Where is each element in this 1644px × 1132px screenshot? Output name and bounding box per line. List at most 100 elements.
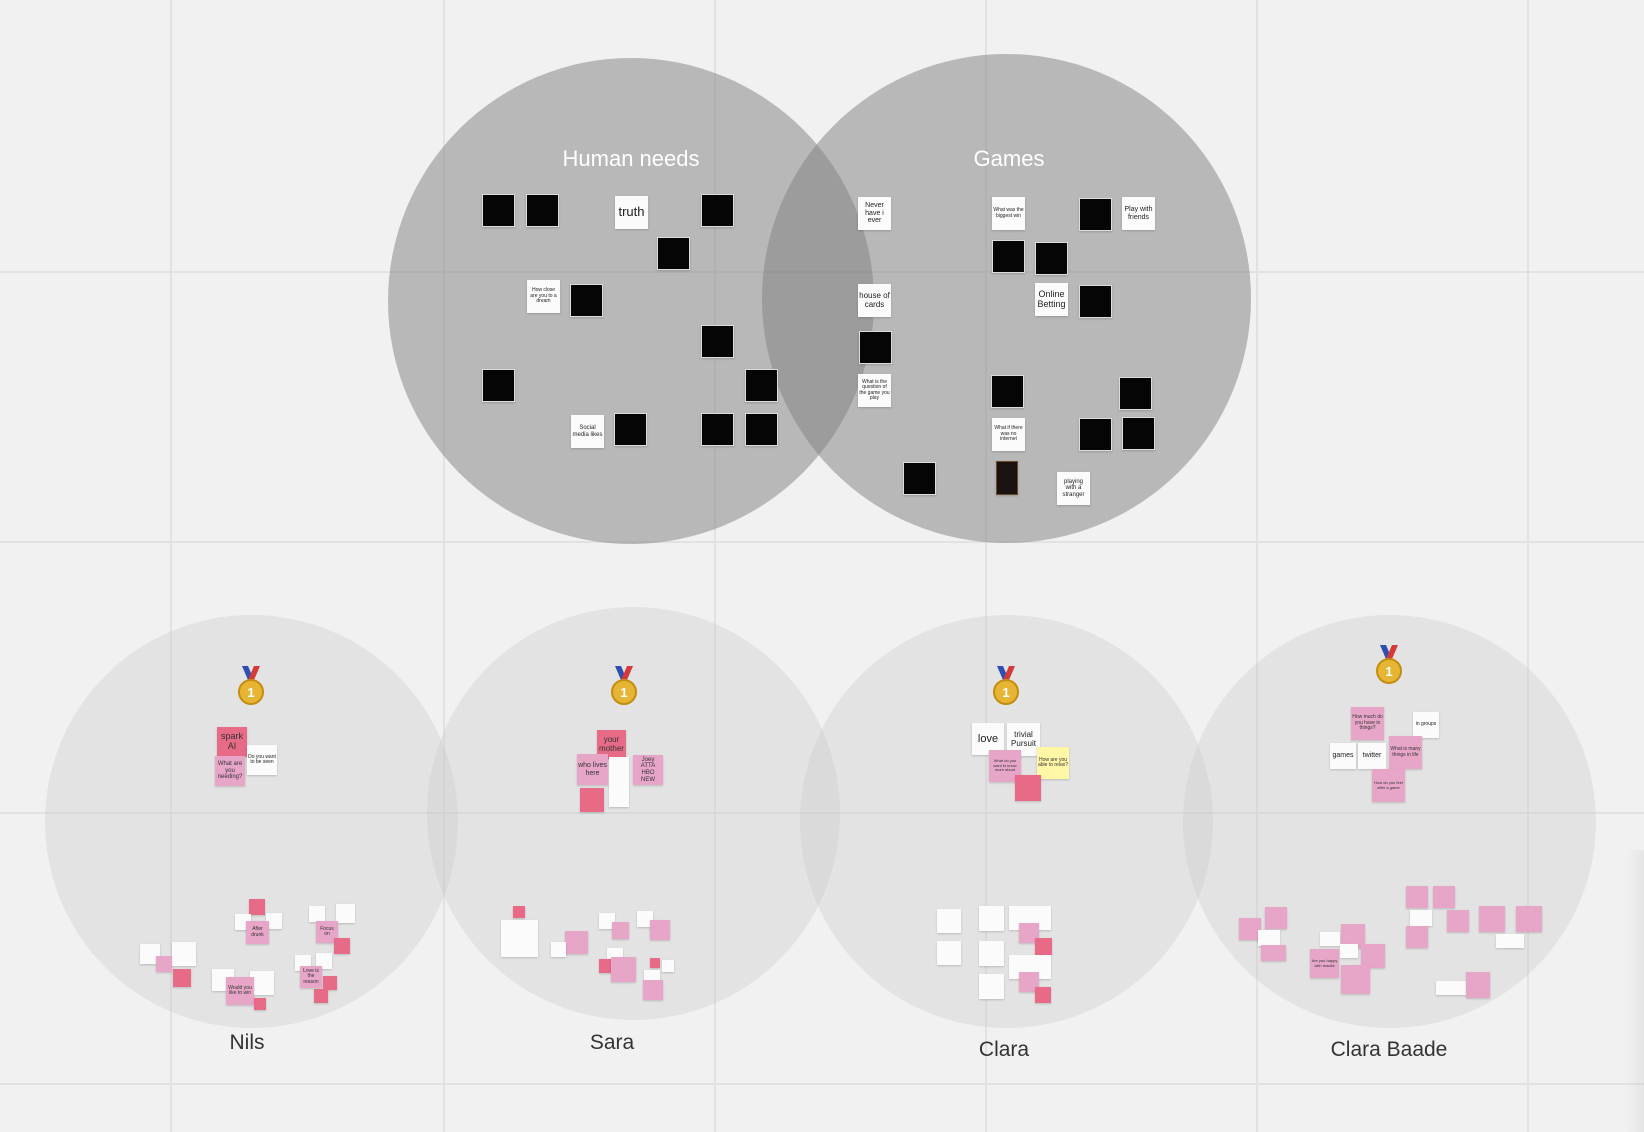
sticky-note-games[interactable]: games	[1330, 743, 1356, 769]
sticky-note[interactable]	[1019, 972, 1039, 992]
sticky-note[interactable]	[250, 971, 274, 995]
sticky-note[interactable]	[580, 788, 604, 812]
sticky-note[interactable]: How much do you have in things?	[1351, 707, 1384, 740]
sticky-note-black[interactable]	[657, 237, 690, 270]
sticky-note[interactable]: Are you happy with results	[1310, 949, 1339, 978]
sticky-note-black[interactable]	[991, 375, 1024, 408]
sticky-note[interactable]	[650, 920, 670, 940]
participant-circle-sara[interactable]	[427, 607, 840, 1020]
sticky-note[interactable]	[316, 953, 332, 969]
sticky-note[interactable]	[336, 904, 355, 923]
sticky-note[interactable]	[513, 906, 525, 918]
sticky-note[interactable]	[937, 909, 961, 933]
sticky-note[interactable]	[565, 931, 588, 954]
sticky-note[interactable]	[979, 906, 1004, 931]
sticky-note[interactable]	[937, 941, 961, 965]
sticky-note[interactable]	[323, 976, 337, 990]
sticky-note[interactable]	[1466, 972, 1490, 998]
sticky-note-playing-stranger[interactable]: playing with a stranger	[1057, 472, 1090, 505]
sticky-note-black[interactable]	[1035, 242, 1068, 275]
sticky-note-black[interactable]	[745, 369, 778, 402]
sticky-note[interactable]	[1035, 987, 1051, 1003]
sticky-note[interactable]	[1479, 906, 1505, 932]
sticky-note[interactable]	[609, 757, 629, 807]
sticky-note[interactable]	[1035, 938, 1052, 955]
sticky-note-online-betting[interactable]: Online Betting	[1035, 283, 1068, 316]
sticky-note[interactable]	[1340, 944, 1358, 958]
sticky-note[interactable]	[1436, 981, 1466, 995]
sticky-note[interactable]: After drunk	[246, 921, 269, 944]
sticky-note[interactable]	[156, 956, 172, 972]
sticky-note[interactable]	[650, 958, 660, 968]
sticky-note[interactable]: What is many things in life	[1389, 736, 1422, 769]
sticky-note[interactable]	[979, 941, 1004, 966]
sticky-note-question[interactable]: What is the question of the game you pla…	[858, 374, 891, 407]
sticky-note-never-have-i-ever[interactable]: Never have i ever	[858, 197, 891, 230]
sticky-note-black[interactable]	[701, 325, 734, 358]
sticky-note[interactable]	[254, 998, 266, 1010]
sticky-note-hbo[interactable]: Joey ATTA HBO NEW	[633, 755, 663, 785]
sticky-note[interactable]	[599, 913, 615, 929]
sticky-note[interactable]	[314, 989, 328, 1003]
sticky-note[interactable]	[599, 959, 613, 973]
sticky-note[interactable]	[979, 974, 1004, 999]
sticky-note[interactable]	[140, 944, 160, 964]
book-cover-image[interactable]	[996, 461, 1018, 495]
sticky-note[interactable]	[334, 938, 350, 954]
sticky-note[interactable]: Would you like to win	[226, 977, 254, 1005]
sticky-note-black[interactable]	[570, 284, 603, 317]
sticky-note[interactable]	[501, 920, 538, 957]
sticky-note-black[interactable]	[614, 413, 647, 446]
sticky-note[interactable]	[637, 911, 653, 927]
sticky-note[interactable]	[1341, 965, 1370, 994]
sticky-note-black[interactable]	[903, 462, 936, 495]
sticky-note-black[interactable]	[482, 369, 515, 402]
sticky-note-yellow[interactable]: How are you able to relax?	[1037, 747, 1069, 779]
sticky-note[interactable]: How do you feel after a game	[1372, 769, 1405, 802]
sticky-note-spark[interactable]: spark AI	[217, 727, 247, 757]
sticky-note[interactable]: Focus on	[316, 921, 338, 943]
sticky-note[interactable]	[611, 957, 636, 982]
sticky-note[interactable]: Love is the reason	[300, 966, 322, 988]
sticky-note[interactable]	[1320, 932, 1340, 946]
sticky-note-black[interactable]	[1122, 417, 1155, 450]
sticky-note-social[interactable]: Social media likes	[571, 415, 604, 448]
sticky-note-needing[interactable]: What are you needing?	[215, 756, 245, 786]
sticky-note[interactable]	[1447, 910, 1469, 932]
sticky-note[interactable]	[612, 922, 629, 939]
sticky-note[interactable]	[1496, 934, 1524, 948]
sticky-note-dream[interactable]: How close are you to a dream	[527, 280, 560, 313]
sticky-note-black[interactable]	[992, 240, 1025, 273]
sticky-note-black[interactable]	[482, 194, 515, 227]
sticky-note[interactable]	[643, 980, 663, 1000]
sticky-note-black[interactable]	[701, 413, 734, 446]
sticky-note[interactable]	[266, 913, 282, 929]
sticky-note-black[interactable]	[1079, 418, 1112, 451]
sticky-note[interactable]	[1019, 923, 1039, 943]
sticky-note[interactable]	[1433, 886, 1455, 908]
sticky-note[interactable]	[1361, 944, 1385, 968]
sticky-note[interactable]	[172, 942, 196, 966]
sticky-note[interactable]: Do you want to be seen	[247, 745, 277, 775]
sticky-note[interactable]	[551, 942, 566, 957]
sticky-note-house-of-cards[interactable]: house of cards	[858, 284, 891, 317]
sticky-note-black[interactable]	[701, 194, 734, 227]
sticky-note[interactable]	[1516, 906, 1542, 932]
sticky-note-black[interactable]	[526, 194, 559, 227]
sticky-note[interactable]	[309, 906, 325, 922]
sticky-note[interactable]	[249, 899, 265, 915]
sticky-note[interactable]	[1239, 918, 1261, 940]
sticky-note-play-with-friends[interactable]: Play with friends	[1122, 197, 1155, 230]
sticky-note-black[interactable]	[745, 413, 778, 446]
sticky-note[interactable]	[1406, 926, 1428, 948]
sticky-note-twitter[interactable]: twitter	[1358, 743, 1386, 769]
sticky-note-what-if[interactable]: What if there was no internet	[992, 418, 1025, 451]
sticky-note-truth[interactable]: truth	[615, 196, 648, 229]
sticky-note[interactable]	[1015, 775, 1041, 801]
sticky-note-black[interactable]	[1079, 198, 1112, 231]
sticky-note-black[interactable]	[1119, 377, 1152, 410]
sticky-note[interactable]	[173, 969, 191, 987]
sticky-note-here[interactable]: who lives here	[577, 754, 608, 785]
sticky-note-biggest-win[interactable]: What was the biggest win	[992, 197, 1025, 230]
sticky-note-black[interactable]	[1079, 285, 1112, 318]
